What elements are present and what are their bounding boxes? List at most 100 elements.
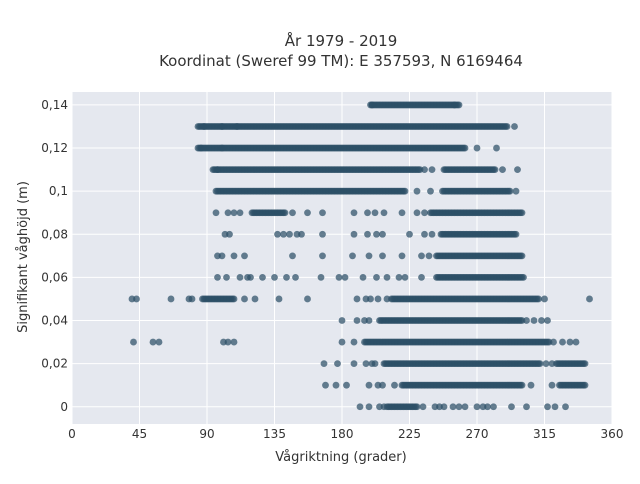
data-point	[338, 317, 346, 324]
data-point	[233, 123, 241, 130]
data-point	[304, 209, 311, 217]
data-point	[271, 274, 278, 281]
data-point	[251, 295, 259, 303]
tick-labels: 0 45 90 135 180 225 270 315 360 0 0,02 0,04 0,06 0,08…	[41, 98, 623, 441]
data-point	[401, 274, 409, 281]
data-point	[548, 381, 556, 389]
data-point	[133, 295, 140, 303]
data-point	[440, 403, 448, 411]
data-point	[490, 403, 497, 411]
data-point	[371, 360, 379, 368]
data-point	[520, 274, 527, 281]
data-point	[379, 252, 386, 260]
data-point	[421, 230, 428, 238]
data-point	[473, 144, 481, 152]
data-point	[401, 187, 409, 195]
data-point	[218, 144, 226, 152]
data-point	[421, 166, 428, 174]
data-point	[566, 338, 574, 346]
y-tick-label: 0,04	[41, 314, 68, 328]
data-point	[320, 360, 328, 368]
data-point	[391, 381, 398, 389]
data-point	[572, 338, 580, 346]
data-point	[356, 403, 364, 411]
data-point	[241, 252, 248, 260]
data-points	[128, 101, 593, 411]
chart-title-line-2: Koordinat (Sweref 99 TM): E 357593, N 61…	[159, 52, 523, 70]
data-point	[541, 295, 548, 303]
data-point	[379, 230, 386, 238]
data-point	[550, 338, 557, 346]
chart-title-line-1: År 1979 - 2019	[285, 31, 398, 50]
data-point	[551, 403, 559, 411]
data-point	[341, 274, 349, 281]
y-axis-title: Signifikant våghöjd (m)	[16, 181, 31, 333]
data-point	[353, 317, 361, 324]
data-point	[512, 187, 520, 195]
data-point	[350, 360, 358, 368]
data-point	[548, 360, 556, 368]
data-point	[559, 338, 566, 346]
data-point	[364, 230, 371, 238]
data-point	[542, 360, 550, 368]
data-point	[484, 403, 491, 411]
data-point	[379, 381, 386, 389]
data-point	[365, 252, 373, 260]
data-point	[197, 144, 205, 152]
y-tick-label: 0,08	[41, 227, 68, 241]
data-point	[349, 252, 356, 260]
data-point	[425, 252, 433, 260]
data-point	[212, 209, 220, 217]
data-point	[544, 403, 551, 411]
x-tick-label: 45	[132, 427, 147, 441]
data-point	[149, 338, 157, 346]
data-point	[286, 230, 293, 238]
data-point	[499, 166, 506, 174]
y-tick-label: 0,1	[49, 184, 68, 198]
data-point	[527, 381, 535, 389]
data-point	[535, 295, 542, 303]
data-point	[398, 252, 406, 260]
data-point	[428, 166, 436, 174]
x-tick-label: 90	[199, 427, 214, 441]
data-point	[508, 403, 515, 411]
data-point	[224, 209, 232, 217]
data-point	[511, 123, 518, 130]
data-point	[373, 274, 380, 281]
data-point	[281, 209, 289, 217]
data-point	[241, 295, 248, 303]
data-point	[292, 274, 299, 281]
data-point	[247, 274, 254, 281]
data-point	[214, 274, 221, 281]
data-point	[223, 274, 230, 281]
data-point	[581, 360, 589, 368]
data-point	[586, 295, 593, 303]
data-point	[274, 230, 281, 238]
x-tick-label: 225	[398, 427, 421, 441]
data-point	[280, 230, 287, 238]
data-point	[130, 338, 137, 346]
data-point	[289, 252, 296, 260]
data-point	[493, 144, 500, 152]
data-point	[536, 360, 544, 368]
data-point	[343, 381, 350, 389]
data-point	[319, 252, 326, 260]
data-point	[230, 338, 238, 346]
data-point	[523, 317, 530, 324]
y-tick-label: 0,06	[41, 270, 68, 284]
x-tick-label: 360	[601, 427, 624, 441]
data-point	[230, 252, 238, 260]
y-tick-label: 0,14	[41, 98, 68, 112]
data-point	[503, 123, 511, 130]
data-point	[200, 123, 208, 130]
data-point	[413, 209, 421, 217]
data-point	[226, 230, 233, 238]
data-point	[506, 187, 514, 195]
data-point	[317, 274, 325, 281]
data-point	[562, 403, 569, 411]
data-point	[395, 274, 403, 281]
data-point	[368, 101, 376, 109]
data-point	[259, 274, 266, 281]
data-point	[455, 403, 463, 411]
